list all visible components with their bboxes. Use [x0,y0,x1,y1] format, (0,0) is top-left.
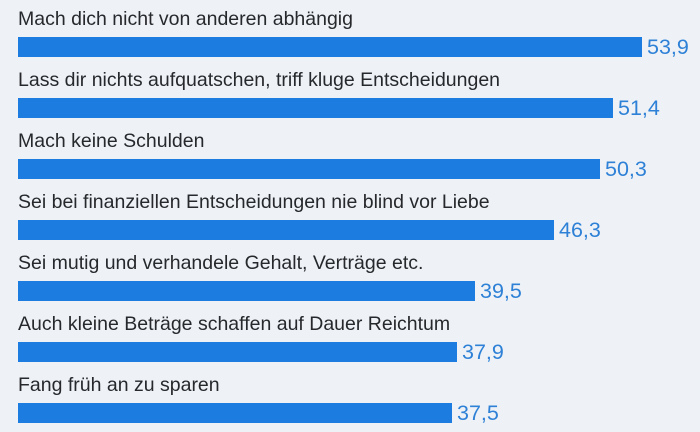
bar-row: Lass dir nichts aufquatschen, triff klug… [18,66,700,127]
bar-value-label: 53,9 [647,35,689,59]
bar-rows-container: Mach dich nicht von anderen abhängig 53,9… [18,5,700,432]
bar [18,220,554,240]
bar-category-label: Sei bei finanziellen Entscheidungen nie … [18,191,490,213]
bar [18,281,475,301]
bar-row: Mach dich nicht von anderen abhängig 53,9 [18,5,700,66]
bar [18,37,642,57]
bar-value-label: 51,4 [618,96,660,120]
bar-row: Mach keine Schulden 50,3 [18,127,700,188]
bar-category-label: Mach keine Schulden [18,130,205,152]
bar-line: 37,5 [18,401,700,425]
bar-line: 37,9 [18,340,700,364]
bar-category-label: Mach dich nicht von anderen abhängig [18,8,353,30]
bar-line: 53,9 [18,35,700,59]
bar [18,403,452,423]
bar-line: 39,5 [18,279,700,303]
bar-line: 50,3 [18,157,700,181]
bar-category-label: Auch kleine Beträge schaffen auf Dauer R… [18,313,451,335]
bar-row: Auch kleine Beträge schaffen auf Dauer R… [18,310,700,371]
bar-row: Sei bei finanziellen Entscheidungen nie … [18,188,700,249]
bar [18,342,457,362]
bar [18,98,613,118]
bar-value-label: 37,9 [462,340,504,364]
bar-line: 46,3 [18,218,700,242]
bar-row: Fang früh an zu sparen 37,5 [18,371,700,432]
bar-value-label: 50,3 [605,157,647,181]
bar-category-label: Lass dir nichts aufquatschen, triff klug… [18,69,501,91]
bar-line: 51,4 [18,96,700,120]
bar-category-label: Fang früh an zu sparen [18,374,220,396]
bar-category-label: Sei mutig und verhandele Gehalt, Verträg… [18,252,424,274]
bar [18,159,600,179]
bar-value-label: 39,5 [480,279,522,303]
bar-value-label: 46,3 [559,218,601,242]
bar-value-label: 37,5 [457,401,499,425]
bar-row: Sei mutig und verhandele Gehalt, Verträg… [18,249,700,310]
